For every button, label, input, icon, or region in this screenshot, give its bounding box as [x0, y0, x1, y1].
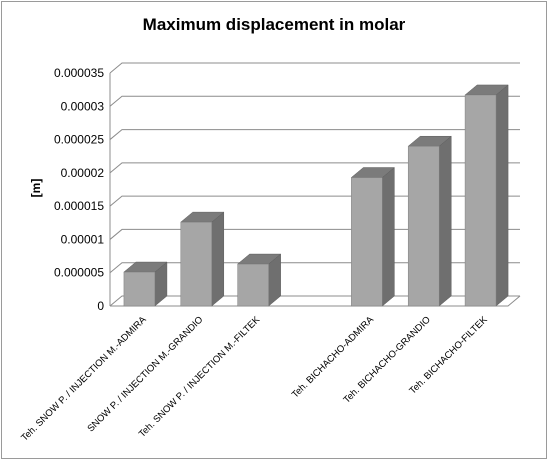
gridline [109, 195, 520, 207]
x-tick-label: Teh. SNOW P. / INJECTION M.-ADMIRA [19, 314, 149, 444]
bar-side [382, 166, 395, 307]
y-tick-label: 0.000035 [54, 66, 104, 80]
bar-front [180, 221, 213, 307]
bar [407, 135, 452, 307]
gridline [109, 228, 520, 240]
y-tick-label: 0.00001 [61, 232, 105, 246]
floor-front-edge [110, 295, 521, 307]
bars [123, 84, 509, 307]
x-tick-label: SNOW P. / INJECTION M.-GRANDIO [85, 314, 205, 434]
gridline [109, 62, 520, 74]
chart-title: Maximum displacement in molar [143, 15, 406, 34]
y-tick-label: 0.00003 [61, 99, 105, 113]
bar-front [464, 94, 497, 307]
y-axis-label: [m] [29, 179, 43, 198]
bar [350, 166, 396, 307]
bar-front [407, 145, 440, 307]
y-tick-label: 0.000015 [54, 199, 104, 213]
bar-front [237, 263, 269, 307]
bar [180, 211, 225, 307]
gridline [109, 162, 520, 174]
y-tick-label: 0.00002 [61, 166, 105, 180]
gridline [109, 262, 520, 274]
bar-side [211, 211, 225, 307]
bar-front [123, 271, 156, 307]
bar [236, 253, 282, 307]
y-tick-label: 0 [97, 299, 104, 313]
y-tick-label: 0.000025 [54, 133, 104, 147]
bar [464, 84, 509, 307]
gridlines [109, 62, 520, 274]
gridline [109, 95, 520, 107]
bar [123, 261, 168, 307]
y-tick-label: 0.000005 [54, 266, 104, 280]
x-tick-label: Teh. SNOW P. / INJECTION M.-FILTEK [137, 314, 263, 440]
floor-back-edge [109, 295, 520, 307]
bar-side [438, 135, 452, 307]
chart-walls [109, 73, 521, 307]
gridline [109, 129, 520, 140]
bar-side [495, 84, 509, 307]
bar-front [351, 177, 383, 307]
y-axis-ticks: 0 0.000005 0.00001 0.000015 0.00002 0.000025 0… [54, 66, 104, 313]
